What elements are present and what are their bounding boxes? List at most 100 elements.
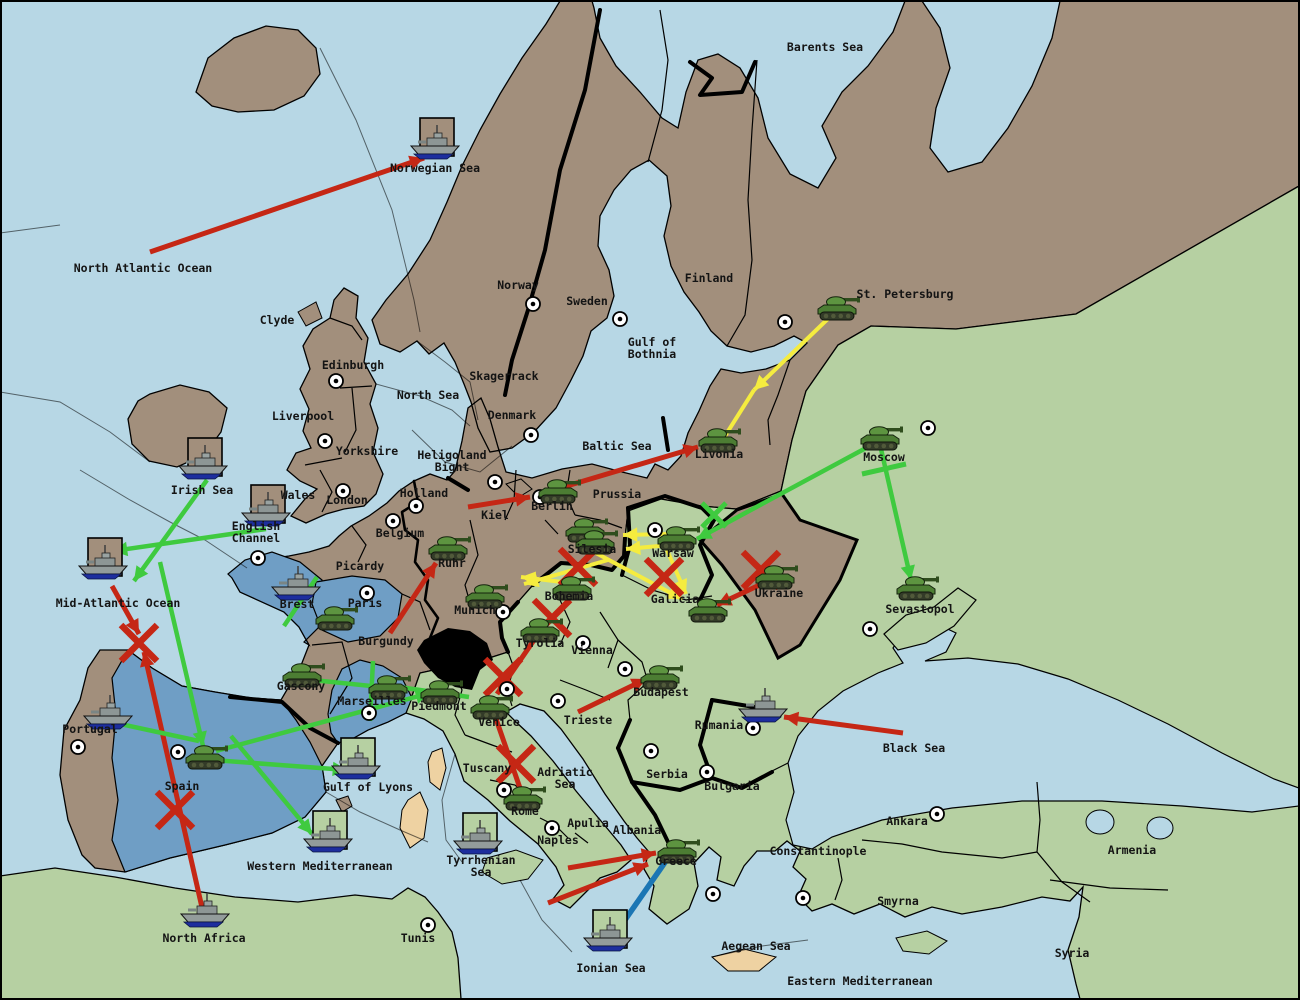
- label-prussia: Prussia: [593, 487, 642, 501]
- tank-icon: [688, 598, 731, 623]
- army-moscow[interactable]: [860, 426, 903, 451]
- fleet-norwegian-sea[interactable]: [409, 117, 461, 160]
- army-greece[interactable]: [657, 839, 700, 864]
- label-paris: Paris: [348, 596, 383, 610]
- order-arrow-red-10: [547, 861, 649, 906]
- army-bohemia[interactable]: [552, 576, 595, 601]
- supply-center-spain: [170, 744, 186, 760]
- label-ionian-sea: Ionian Sea: [576, 961, 645, 975]
- label-black-sea: Black Sea: [883, 741, 945, 755]
- order-arrow-yellow-14: [723, 388, 756, 438]
- fleet-english-channel[interactable]: [240, 484, 292, 527]
- order-arrow-red-11: [783, 711, 904, 736]
- supply-center-greece: [705, 886, 721, 902]
- label-moscow: Moscow: [863, 450, 905, 464]
- label-rome: Rome: [511, 804, 539, 818]
- order-arrow-yellow-13: [752, 310, 837, 392]
- fleet-gulf-of-lyons[interactable]: [330, 737, 382, 780]
- label-english-channel: English Channel: [232, 519, 281, 545]
- island-crete: [710, 948, 778, 972]
- fleet-brest[interactable]: [270, 566, 322, 601]
- army-marseilles[interactable]: [368, 675, 411, 700]
- supply-center-london: [335, 483, 351, 499]
- failed-order-x-0: [118, 622, 160, 664]
- army-spain[interactable]: [185, 745, 228, 770]
- army-st-petersburg[interactable]: [817, 296, 860, 321]
- supply-center-st-petersburg: [777, 314, 793, 330]
- label-sweden: Sweden: [566, 294, 608, 308]
- army-berlin[interactable]: [538, 479, 581, 504]
- fleet-tyrrhenian-sea[interactable]: [452, 812, 504, 855]
- tank-icon: [575, 530, 618, 555]
- units-layer: [77, 117, 939, 952]
- army-paris[interactable]: [315, 606, 358, 631]
- fleet-western-mediterranean[interactable]: [302, 810, 354, 853]
- army-galicia[interactable]: [688, 598, 731, 623]
- army-rome[interactable]: [503, 786, 546, 811]
- army-tyrolia[interactable]: [520, 618, 563, 643]
- army-warsaw[interactable]: [657, 526, 700, 551]
- label-livonia: Livonia: [695, 447, 744, 461]
- order-arrow-red-9: [567, 848, 657, 871]
- army-silesia-2[interactable]: [575, 530, 618, 555]
- label-eastern-mediterranean: Eastern Mediterranean: [787, 974, 932, 988]
- label-norwegian-sea: Norwegian Sea: [390, 161, 480, 175]
- label-belgium: Belgium: [376, 526, 425, 540]
- label-albania: Albania: [613, 823, 662, 837]
- order-arrow-green-23: [157, 561, 207, 747]
- ship-icon: [77, 545, 129, 580]
- label-syria: Syria: [1055, 946, 1090, 960]
- label-portugal: Portugal: [62, 722, 117, 736]
- supply-center-budapest: [617, 661, 633, 677]
- label-liverpool: Liverpool: [272, 409, 334, 423]
- ship-icon: [302, 818, 354, 853]
- tank-icon: [282, 663, 325, 688]
- army-piedmont[interactable]: [420, 680, 463, 705]
- ship-icon: [177, 445, 229, 480]
- tank-icon: [896, 576, 939, 601]
- label-baltic-sea: Baltic Sea: [582, 439, 651, 453]
- failed-order-x-5: [495, 743, 537, 785]
- black-sea-water: [785, 621, 1300, 850]
- army-ruhr[interactable]: [428, 536, 471, 561]
- army-budapest[interactable]: [640, 665, 683, 690]
- army-venice[interactable]: [470, 695, 513, 720]
- label-apulia: Apulia: [567, 816, 609, 830]
- order-arrow-red-2: [559, 444, 699, 491]
- label-brest: Brest: [280, 597, 315, 611]
- label-kiel: Kiel: [481, 508, 509, 522]
- label-greece: Greece: [655, 854, 697, 868]
- army-sevastopol[interactable]: [896, 576, 939, 601]
- supply-center-paris: [359, 585, 375, 601]
- order-arrow-red-3: [387, 561, 439, 635]
- tank-icon: [315, 606, 358, 631]
- label-tuscany: Tuscany: [463, 761, 512, 775]
- supply-center-belgium: [385, 513, 401, 529]
- army-livonia[interactable]: [698, 428, 741, 453]
- label-finland: Finland: [685, 271, 734, 285]
- label-naples: Naples: [537, 833, 579, 847]
- fleet-north-africa[interactable]: [179, 893, 231, 928]
- label-silesia: Silesia: [568, 542, 617, 556]
- army-ukraine[interactable]: [755, 565, 798, 590]
- island-hebrides: [297, 301, 323, 327]
- fleet-rumania[interactable]: [737, 688, 789, 723]
- label-st-petersburg: St. Petersburg: [857, 287, 954, 301]
- fleet-irish-sea[interactable]: [177, 437, 229, 480]
- supply-center-bulgaria: [699, 764, 715, 780]
- label-heligoland-bight: Heligoland Bight: [417, 448, 486, 474]
- failed-order-x-8: [700, 501, 728, 529]
- supply-center-ankara: [929, 806, 945, 822]
- army-gascony[interactable]: [282, 663, 325, 688]
- army-munich[interactable]: [465, 584, 508, 609]
- fleet-portugal[interactable]: [82, 695, 134, 730]
- fleet-mid-atlantic-ocean[interactable]: [77, 537, 129, 580]
- label-yorkshire: Yorkshire: [336, 444, 398, 458]
- order-arrow-red-5: [140, 651, 206, 913]
- failed-order-x-1: [154, 789, 196, 831]
- label-gulf-of-bothnia: Gulf of Bothnia: [628, 335, 677, 361]
- ship-icon: [582, 917, 634, 952]
- region-switzerland-impassable: [417, 628, 493, 690]
- fleet-ionian-sea[interactable]: [582, 909, 634, 952]
